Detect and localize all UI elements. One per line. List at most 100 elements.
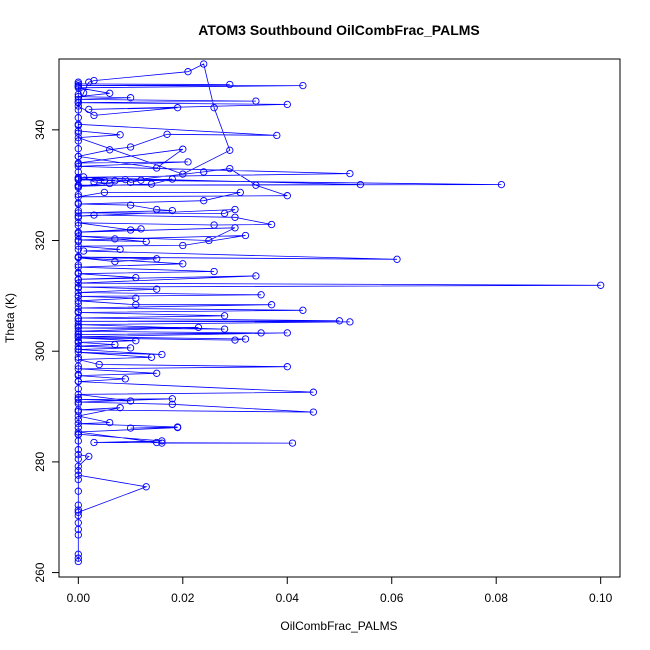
x-axis: 0.00 0.02 0.04 0.06 0.08 0.10 (67, 576, 613, 605)
data-point (346, 318, 354, 326)
data-point (74, 428, 82, 436)
data-point (74, 531, 82, 539)
data-point (163, 130, 171, 138)
data-point (74, 330, 82, 339)
data-point (74, 270, 82, 278)
data-point (74, 288, 82, 297)
data-point (179, 145, 187, 153)
data-point (153, 205, 161, 214)
data-point (236, 188, 244, 197)
data-point (74, 120, 82, 128)
data-point (283, 192, 291, 200)
data-point (111, 235, 119, 243)
data-point (74, 398, 82, 406)
y-tick-label: 260 (33, 562, 47, 582)
data-point (184, 68, 192, 76)
data-point (226, 164, 234, 173)
x-tick-label: 0.04 (276, 591, 300, 605)
data-point (74, 430, 82, 438)
data-point (74, 209, 82, 217)
data-point (168, 400, 176, 408)
data-point (158, 439, 166, 447)
data-point (226, 146, 234, 154)
data-point (158, 350, 166, 359)
y-axis: 260 280 300 320 340 (33, 120, 60, 583)
data-point (158, 437, 166, 445)
data-point (241, 335, 250, 343)
data-point (153, 438, 161, 447)
data-point (231, 205, 239, 214)
data-point (252, 272, 260, 280)
data-point (173, 104, 182, 112)
data-point (153, 285, 161, 293)
data-point (173, 423, 182, 432)
data-point (74, 190, 82, 199)
data-point (106, 179, 114, 188)
data-point (335, 317, 344, 325)
data-point (147, 180, 156, 188)
data-point (267, 220, 276, 229)
data-point (126, 201, 135, 209)
data-point (74, 487, 82, 495)
data-point (283, 100, 291, 109)
data-point (299, 306, 307, 314)
data-point (90, 178, 98, 186)
data-point (74, 297, 82, 305)
chart-title: ATOM3 Southbound OilCombFrac_PALMS (198, 22, 480, 38)
data-point (74, 348, 82, 356)
data-point (210, 104, 218, 112)
data-point (121, 375, 129, 383)
data-point (126, 424, 135, 432)
data-point (137, 176, 145, 184)
data-point (74, 283, 82, 291)
data-point (95, 360, 103, 369)
data-point (205, 236, 213, 245)
data-point (74, 193, 82, 201)
data-point (106, 89, 114, 97)
data-point (210, 267, 218, 276)
data-point (74, 550, 82, 558)
data-point (200, 197, 208, 205)
data-point (74, 355, 82, 364)
plot-data (74, 60, 605, 566)
data-point (220, 209, 229, 218)
data-point (74, 232, 82, 240)
data-point (288, 439, 297, 447)
data-point (74, 308, 82, 317)
x-tick-label: 0.08 (485, 591, 509, 605)
data-point (220, 312, 229, 320)
data-point (153, 255, 161, 263)
data-point (74, 511, 82, 520)
y-tick-label: 280 (33, 452, 47, 472)
data-point (210, 221, 218, 229)
data-point (74, 455, 82, 463)
data-point (147, 353, 156, 361)
data-point (283, 363, 291, 371)
data-point (85, 452, 93, 461)
data-point (85, 105, 93, 114)
data-point (309, 388, 318, 396)
data-point (74, 106, 82, 114)
data-point (126, 178, 135, 187)
data-point (74, 385, 82, 393)
data-point (184, 158, 192, 166)
data-point (179, 241, 187, 250)
data-point (74, 390, 82, 399)
data-point (74, 420, 82, 428)
data-point (74, 200, 82, 208)
data-point (100, 188, 109, 197)
data-point (200, 168, 208, 176)
data-point (126, 344, 135, 352)
data-point (74, 228, 82, 236)
data-point (309, 408, 318, 416)
data-point (132, 273, 140, 282)
data-point (74, 145, 82, 153)
data-point (74, 519, 82, 527)
data-point (74, 81, 82, 90)
data-point (126, 226, 135, 234)
data-point (168, 175, 176, 183)
data-point (257, 329, 265, 337)
data-point (179, 260, 187, 268)
data-point (74, 219, 82, 227)
